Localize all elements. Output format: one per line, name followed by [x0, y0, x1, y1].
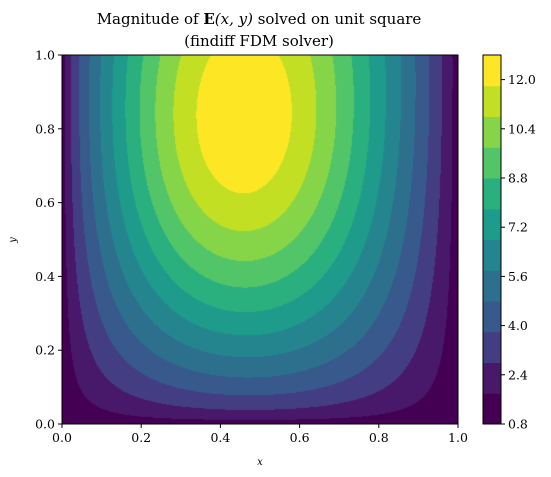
- colorbar: 0.8 2.4 4.0 5.6 7.2 8.8 10.4 12.0: [482, 54, 536, 432]
- title-suffix: solved on unit square: [253, 10, 421, 28]
- colorbar-segment: [483, 147, 501, 179]
- colorbar-tick-label: 2.4: [508, 367, 528, 382]
- y-tick-label: 0.6: [35, 195, 55, 210]
- plot-frame: [61, 54, 459, 425]
- contour-field: [62, 55, 458, 424]
- colorbar-segment: [483, 393, 501, 425]
- y-tick-label: 1.0: [35, 48, 55, 63]
- x-tick-label: 0.4: [210, 430, 230, 445]
- x-tick-label: 0.2: [131, 430, 151, 445]
- colorbar-segment: [483, 55, 501, 87]
- chart-subtitle: (findiff FDM solver): [184, 32, 334, 50]
- colorbar-segment: [483, 270, 501, 302]
- y-tick-label: 0.2: [35, 343, 55, 358]
- plot-area: [61, 54, 459, 425]
- x-tick-label: 0.0: [52, 430, 72, 445]
- y-tick-label: 0.0: [35, 417, 55, 432]
- y-axis: 0.0 0.2 0.4 0.6 0.8 1.0: [35, 48, 62, 432]
- title-prefix: Magnitude of: [97, 10, 204, 28]
- colorbar-tick-label: 10.4: [508, 121, 536, 136]
- colorbar-segment: [483, 239, 501, 271]
- colorbar-segment: [483, 362, 501, 394]
- colorbar-tick-label: 0.8: [508, 417, 528, 432]
- colorbar-tick-label: 8.8: [508, 171, 528, 186]
- colorbar-segment: [483, 178, 501, 210]
- colorbar-segment: [483, 301, 501, 333]
- y-tick-label: 0.4: [35, 269, 55, 284]
- colorbar-tick-label: 4.0: [508, 318, 528, 333]
- colorbar-tick-label: 5.6: [508, 269, 528, 284]
- title-symbol: E: [203, 10, 214, 28]
- x-tick-label: 0.6: [290, 430, 310, 445]
- title-args: (x, y): [215, 10, 253, 28]
- x-tick-label: 1.0: [448, 430, 468, 445]
- y-axis-label: y: [8, 237, 19, 244]
- x-axis-label: x: [257, 457, 263, 468]
- colorbar-segment: [483, 208, 501, 240]
- colorbar-tick-label: 7.2: [508, 220, 528, 235]
- colorbar-frame: [482, 54, 502, 425]
- colorbar-tick-label: 12.0: [508, 72, 536, 87]
- x-tick-label: 0.8: [369, 430, 389, 445]
- x-axis: 0.0 0.2 0.4 0.6 0.8 1.0: [52, 424, 468, 445]
- colorbar-segment: [483, 85, 501, 117]
- chart-title: Magnitude of E(x, y) solved on unit squa…: [97, 10, 422, 28]
- y-tick-label: 0.8: [35, 121, 55, 136]
- colorbar-segment: [483, 331, 501, 363]
- colorbar-segment: [483, 116, 501, 148]
